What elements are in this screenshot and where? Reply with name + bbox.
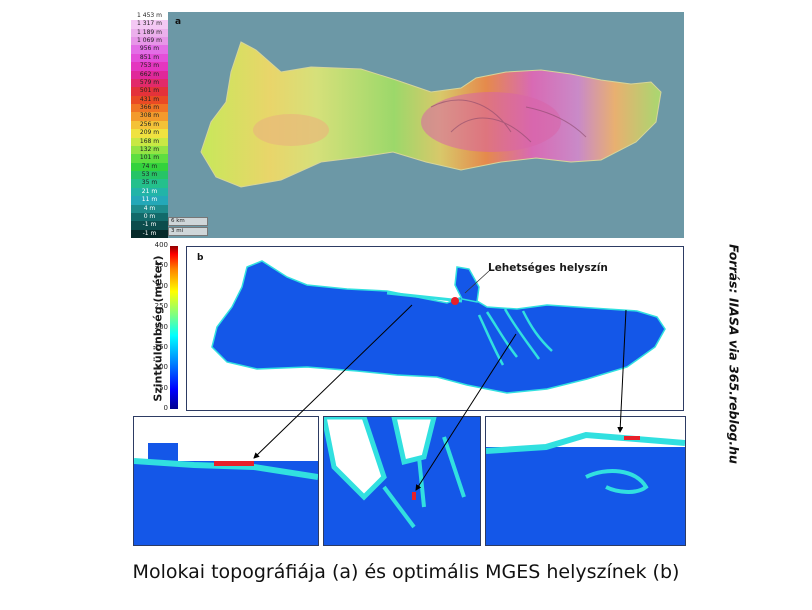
candidate-site-marker: [451, 297, 459, 305]
zoom-inset-2-map: [324, 417, 480, 545]
legend-entry: 1 453 m: [131, 12, 168, 21]
source-credit-text: Forrás: IIASA via 365.reblog.hu: [726, 244, 742, 464]
legend-entry: -1 m: [131, 229, 168, 238]
figure-caption: Molokai topográfiája (a) és optimális MG…: [132, 561, 680, 583]
colorbar-tick: 250: [154, 302, 168, 311]
north-cliff-edge: [386, 291, 463, 303]
legend-entry: 366 m: [131, 104, 168, 113]
source-credit: Forrás: IIASA via 365.reblog.hu: [704, 244, 764, 464]
valley-ridges: [477, 308, 553, 366]
legend-entry: 1 069 m: [131, 37, 168, 46]
kalaupapa-peninsula: [454, 266, 480, 303]
arrow-to-inset-2: [415, 333, 517, 491]
legend-entry: 0 m: [131, 212, 168, 222]
legend-entry: 35 m: [131, 179, 168, 188]
legend-entry: 168 m: [131, 137, 168, 146]
legend-entry: 21 m: [131, 187, 168, 197]
elevation-difference-map-panel: b: [186, 246, 684, 411]
arrow-to-inset-1: [253, 304, 413, 459]
zoom-inset-3: [485, 416, 686, 546]
legend-entry: 1 317 m: [131, 20, 168, 29]
legend-entry: -1 m: [131, 221, 168, 230]
west-plateau: [253, 114, 329, 146]
colorbar-tick: 300: [154, 281, 168, 290]
zoom-inset-3-map: [486, 431, 685, 545]
legend-entry: 1 189 m: [131, 28, 168, 38]
colorbar-tick: 100: [154, 363, 168, 372]
legend-entry: 851 m: [131, 53, 168, 63]
legend-entry: 11 m: [131, 196, 168, 205]
colorbar: [170, 246, 178, 409]
arrow-to-inset-3: [617, 309, 627, 433]
colorbar-tick: 150: [154, 342, 168, 351]
zoom-inset-1: [133, 416, 319, 546]
scale-mi: 3 mi: [168, 227, 208, 236]
elevation-difference-map: [211, 260, 666, 394]
colorbar-tick: 0: [163, 404, 168, 412]
legend-entry: 132 m: [131, 145, 168, 155]
colorbar-tick: 400: [154, 241, 168, 249]
legend-entry: 209 m: [131, 129, 168, 138]
colorbar-tick: 50: [159, 383, 168, 392]
legend-entry: 753 m: [131, 62, 168, 71]
scale-km: 6 km: [168, 217, 208, 226]
site-leader-line: [464, 270, 490, 294]
panel-letter-b: b: [197, 253, 204, 263]
scale-bar: 6 km 3 mi: [168, 217, 208, 237]
zoom-inset-1-map: [134, 443, 318, 545]
legend-entry: 53 m: [131, 171, 168, 180]
legend-entry: 74 m: [131, 162, 168, 172]
legend-entry: 101 m: [131, 154, 168, 163]
legend-entry: 501 m: [131, 87, 168, 96]
topography-map: [200, 41, 662, 188]
legend-entry: 4 m: [131, 204, 168, 213]
legend-entry: 256 m: [131, 120, 168, 130]
ridge-lines: [430, 99, 587, 143]
legend-entry: 956 m: [131, 45, 168, 54]
panel-letter-a: a: [175, 17, 182, 27]
candidate-site-label: Lehetséges helyszín: [488, 262, 608, 274]
legend-entry: 308 m: [131, 112, 168, 121]
colorbar-tick: 200: [154, 322, 168, 331]
zoom-inset-2: [323, 416, 481, 546]
legend-entry: 579 m: [131, 78, 168, 88]
legend-entry: 431 m: [131, 95, 168, 105]
colorbar-tick: 350: [154, 261, 168, 270]
legend-entry: 662 m: [131, 70, 168, 79]
